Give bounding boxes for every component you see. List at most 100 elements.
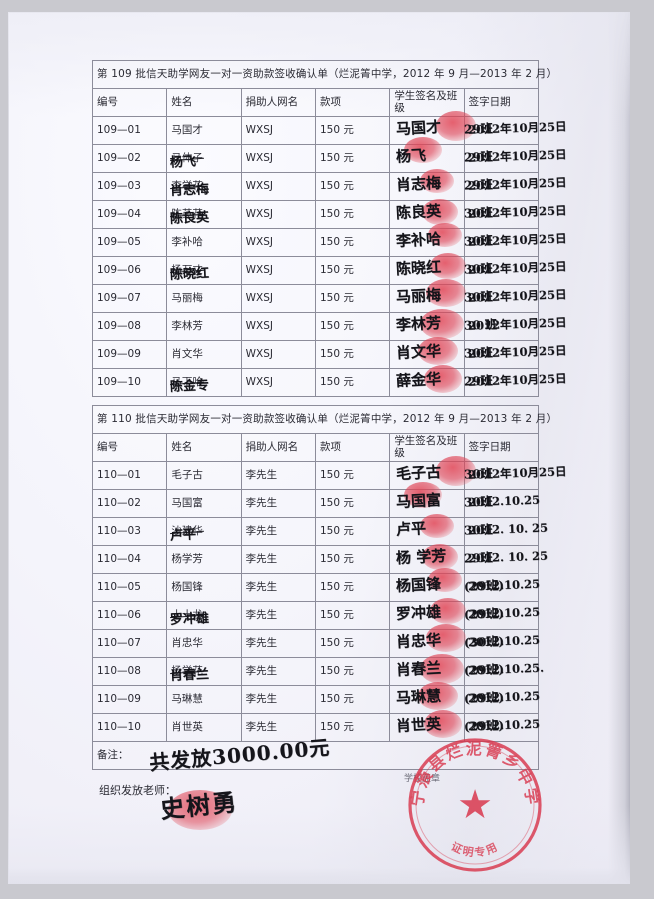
cell-amount: 150 元 [314, 368, 391, 397]
cell-name: 十十龙 罗冲雄 [166, 601, 242, 630]
printed-name-struck: 马下哈 [171, 375, 203, 388]
student-signature: 陈良英 [395, 201, 442, 223]
cell-date: 2012. 10. 25 [463, 545, 548, 574]
official-round-seal: 宁蒗县烂泥箐乡中学 证明专用 ★ [407, 738, 542, 872]
cell-signature: 陈晓红 30班 [389, 253, 493, 285]
student-signature: 马丽梅 [395, 285, 442, 307]
cell-date: 2012.10.25 [463, 629, 540, 658]
column-header-donor: 捐助人网名 [240, 433, 316, 462]
cell-signature: 杨 学芳 29班 [389, 544, 493, 574]
column-header-amount: 款项 [314, 88, 391, 117]
cell-no: 109—01 [91, 116, 168, 145]
table-row: 110—04 杨学芳 李先生 150 元杨 学芳 29班 2012. 10. 25 [91, 544, 548, 574]
table-title-row: 第 110 批信天助学网友一对一资助款签收确认单（烂泥箐中学，2012 年 9 … [92, 405, 557, 434]
cell-no: 110—04 [91, 545, 168, 574]
cell-amount: 150 元 [314, 573, 391, 602]
cell-no: 109—08 [91, 312, 168, 341]
cell-signature: 杨国锋 (29班) [389, 568, 505, 602]
cell-donor: WXSJ [240, 200, 316, 229]
printed-name-struck: 杨学花 [171, 664, 203, 677]
table-header-row: 编号 姓名 捐助人网名 款项 学生签名及班级 签字日期 [91, 88, 540, 117]
cell-amount: 150 元 [314, 629, 391, 658]
cell-amount: 150 元 [314, 340, 391, 369]
cell-date: 2012.10.25 [463, 685, 540, 714]
cell-no: 110—09 [91, 685, 168, 714]
table-row: 110—02 马国富 李先生 150 元马国富 30班 2012.10.25 [91, 482, 540, 518]
cell-signature: 陈良英 30班 [389, 199, 493, 229]
cell-no: 110—02 [91, 489, 168, 518]
table-row: 110—09 马琳慧 李先生 150 元马琳慧 (29班) 2012.10.25 [91, 682, 540, 714]
cell-donor: WXSJ [240, 256, 316, 285]
cell-amount: 150 元 [314, 284, 391, 313]
cell-signature: 肖文华 30班 [389, 337, 493, 369]
paper-bottom-edge-shadow [8, 868, 630, 884]
cell-name: 马琳慧 [166, 685, 242, 714]
cell-donor: WXSJ [240, 284, 316, 313]
cell-amount: 150 元 [314, 312, 391, 341]
cell-name: 肖文华 [166, 340, 242, 369]
cell-amount: 150 元 [314, 461, 391, 490]
student-signature: 肖世英 [395, 714, 442, 736]
table-row: 109—06 杨万丈 陈晓红 WXSJ 150 元陈晓红 30班 2012年10月25日 [91, 253, 566, 285]
cell-no: 109—07 [91, 284, 168, 313]
form-title-110: 第 110 批信天助学网友一对一资助款签收确认单（烂泥箐中学，2012 年 9 … [92, 405, 557, 434]
cell-date: 2012. 10. 25 [463, 517, 548, 546]
student-signature: 薛金华 [395, 369, 442, 391]
cell-date: 2012.10.25 [463, 713, 540, 742]
cell-signature: 肖忠华 (30班) [389, 624, 505, 658]
signature-date: 2012.10.25 [467, 716, 540, 734]
cell-signature: 马国才 29班 [389, 111, 493, 145]
cell-date: 2012.10.25. [463, 657, 544, 686]
printed-name-struck: 陈英花 [171, 207, 203, 220]
cell-amount: 150 元 [314, 116, 391, 145]
remark-label: 备注： [97, 748, 129, 761]
cell-donor: WXSJ [240, 368, 316, 397]
table-row: 109—10 马下哈 陈金专 WXSJ 150 元薛金华 29班 2012年10月25日 [91, 365, 566, 397]
signature-date: 2012. 10. 25 [467, 548, 548, 566]
student-signature: 卢平 [395, 519, 427, 539]
student-signature: 杨国锋 [395, 574, 442, 596]
cell-name: 马下哈 陈金专 [166, 368, 242, 397]
cell-no: 110—10 [91, 713, 168, 742]
cell-name: 沙建华 卢平 [166, 517, 242, 546]
cell-no: 110—05 [91, 573, 168, 602]
signature-date: 2012.10.25. [467, 660, 544, 678]
signature-date: 2012.10.25 [467, 492, 540, 510]
handwritten-name-correction: 陈金专 [169, 378, 210, 395]
cell-no: 109—03 [91, 172, 168, 201]
cell-amount: 150 元 [314, 601, 391, 630]
table-title-row: 第 109 批信天助学网友一对一资助款签收确认单（烂泥箐中学，2012 年 9 … [92, 60, 557, 89]
cell-amount: 150 元 [314, 685, 391, 714]
cell-signature: 杨飞 29班 [389, 137, 493, 173]
column-header-donor: 捐助人网名 [240, 88, 316, 117]
cell-amount: 150 元 [314, 144, 391, 173]
cell-signature: 马国富 30班 [389, 482, 493, 518]
cell-donor: 李先生 [240, 545, 316, 574]
cell-amount: 150 元 [314, 545, 391, 574]
cell-date: 2012年10月25日 [463, 228, 566, 257]
cell-no: 110—03 [91, 517, 168, 546]
table-header-row: 编号 姓名 捐助人网名 款项 学生签名及班级 签字日期 [91, 433, 540, 462]
student-signature: 李林芳 [395, 313, 442, 335]
table-row: 109—05 李补哈 WXSJ 150 元李补哈 30班 2012年10月25日 [91, 223, 566, 257]
student-signature: 杨飞 [395, 146, 427, 166]
student-signature: 肖文华 [395, 341, 442, 363]
student-signature: 马国富 [395, 490, 442, 512]
cell-no: 109—02 [91, 144, 168, 173]
cell-donor: WXSJ [240, 228, 316, 257]
printed-name-struck: 马体子 [171, 151, 203, 164]
student-signature: 肖忠华 [395, 630, 442, 652]
table-row: 109—07 马丽梅 WXSJ 150 元马丽梅 30班 2012年10月25日 [91, 279, 566, 313]
handwritten-name-correction: 罗冲雄 [169, 611, 210, 628]
cell-donor: 李先生 [240, 601, 316, 630]
table-row: 110—01 毛子古 李先生 150 元毛子古 30班 2012年10月25日 [91, 456, 566, 490]
cell-amount: 150 元 [314, 489, 391, 518]
form-table-110: 第 110 批信天助学网友一对一资助款签收确认单（烂泥箐中学，2012 年 9 … [91, 405, 566, 775]
cell-name: 肖世英 [166, 713, 242, 742]
cell-amount: 150 元 [314, 200, 391, 229]
cell-donor: 李先生 [240, 489, 316, 518]
handwritten-name-correction: 杨飞 [169, 154, 197, 171]
teacher-fingerprint [168, 790, 232, 830]
table-row: 110—03 沙建华 卢平 李先生 150 元卢平 30班 2012. 10. 25 [91, 514, 548, 546]
printed-name-struck: 沙建华 [171, 524, 203, 537]
